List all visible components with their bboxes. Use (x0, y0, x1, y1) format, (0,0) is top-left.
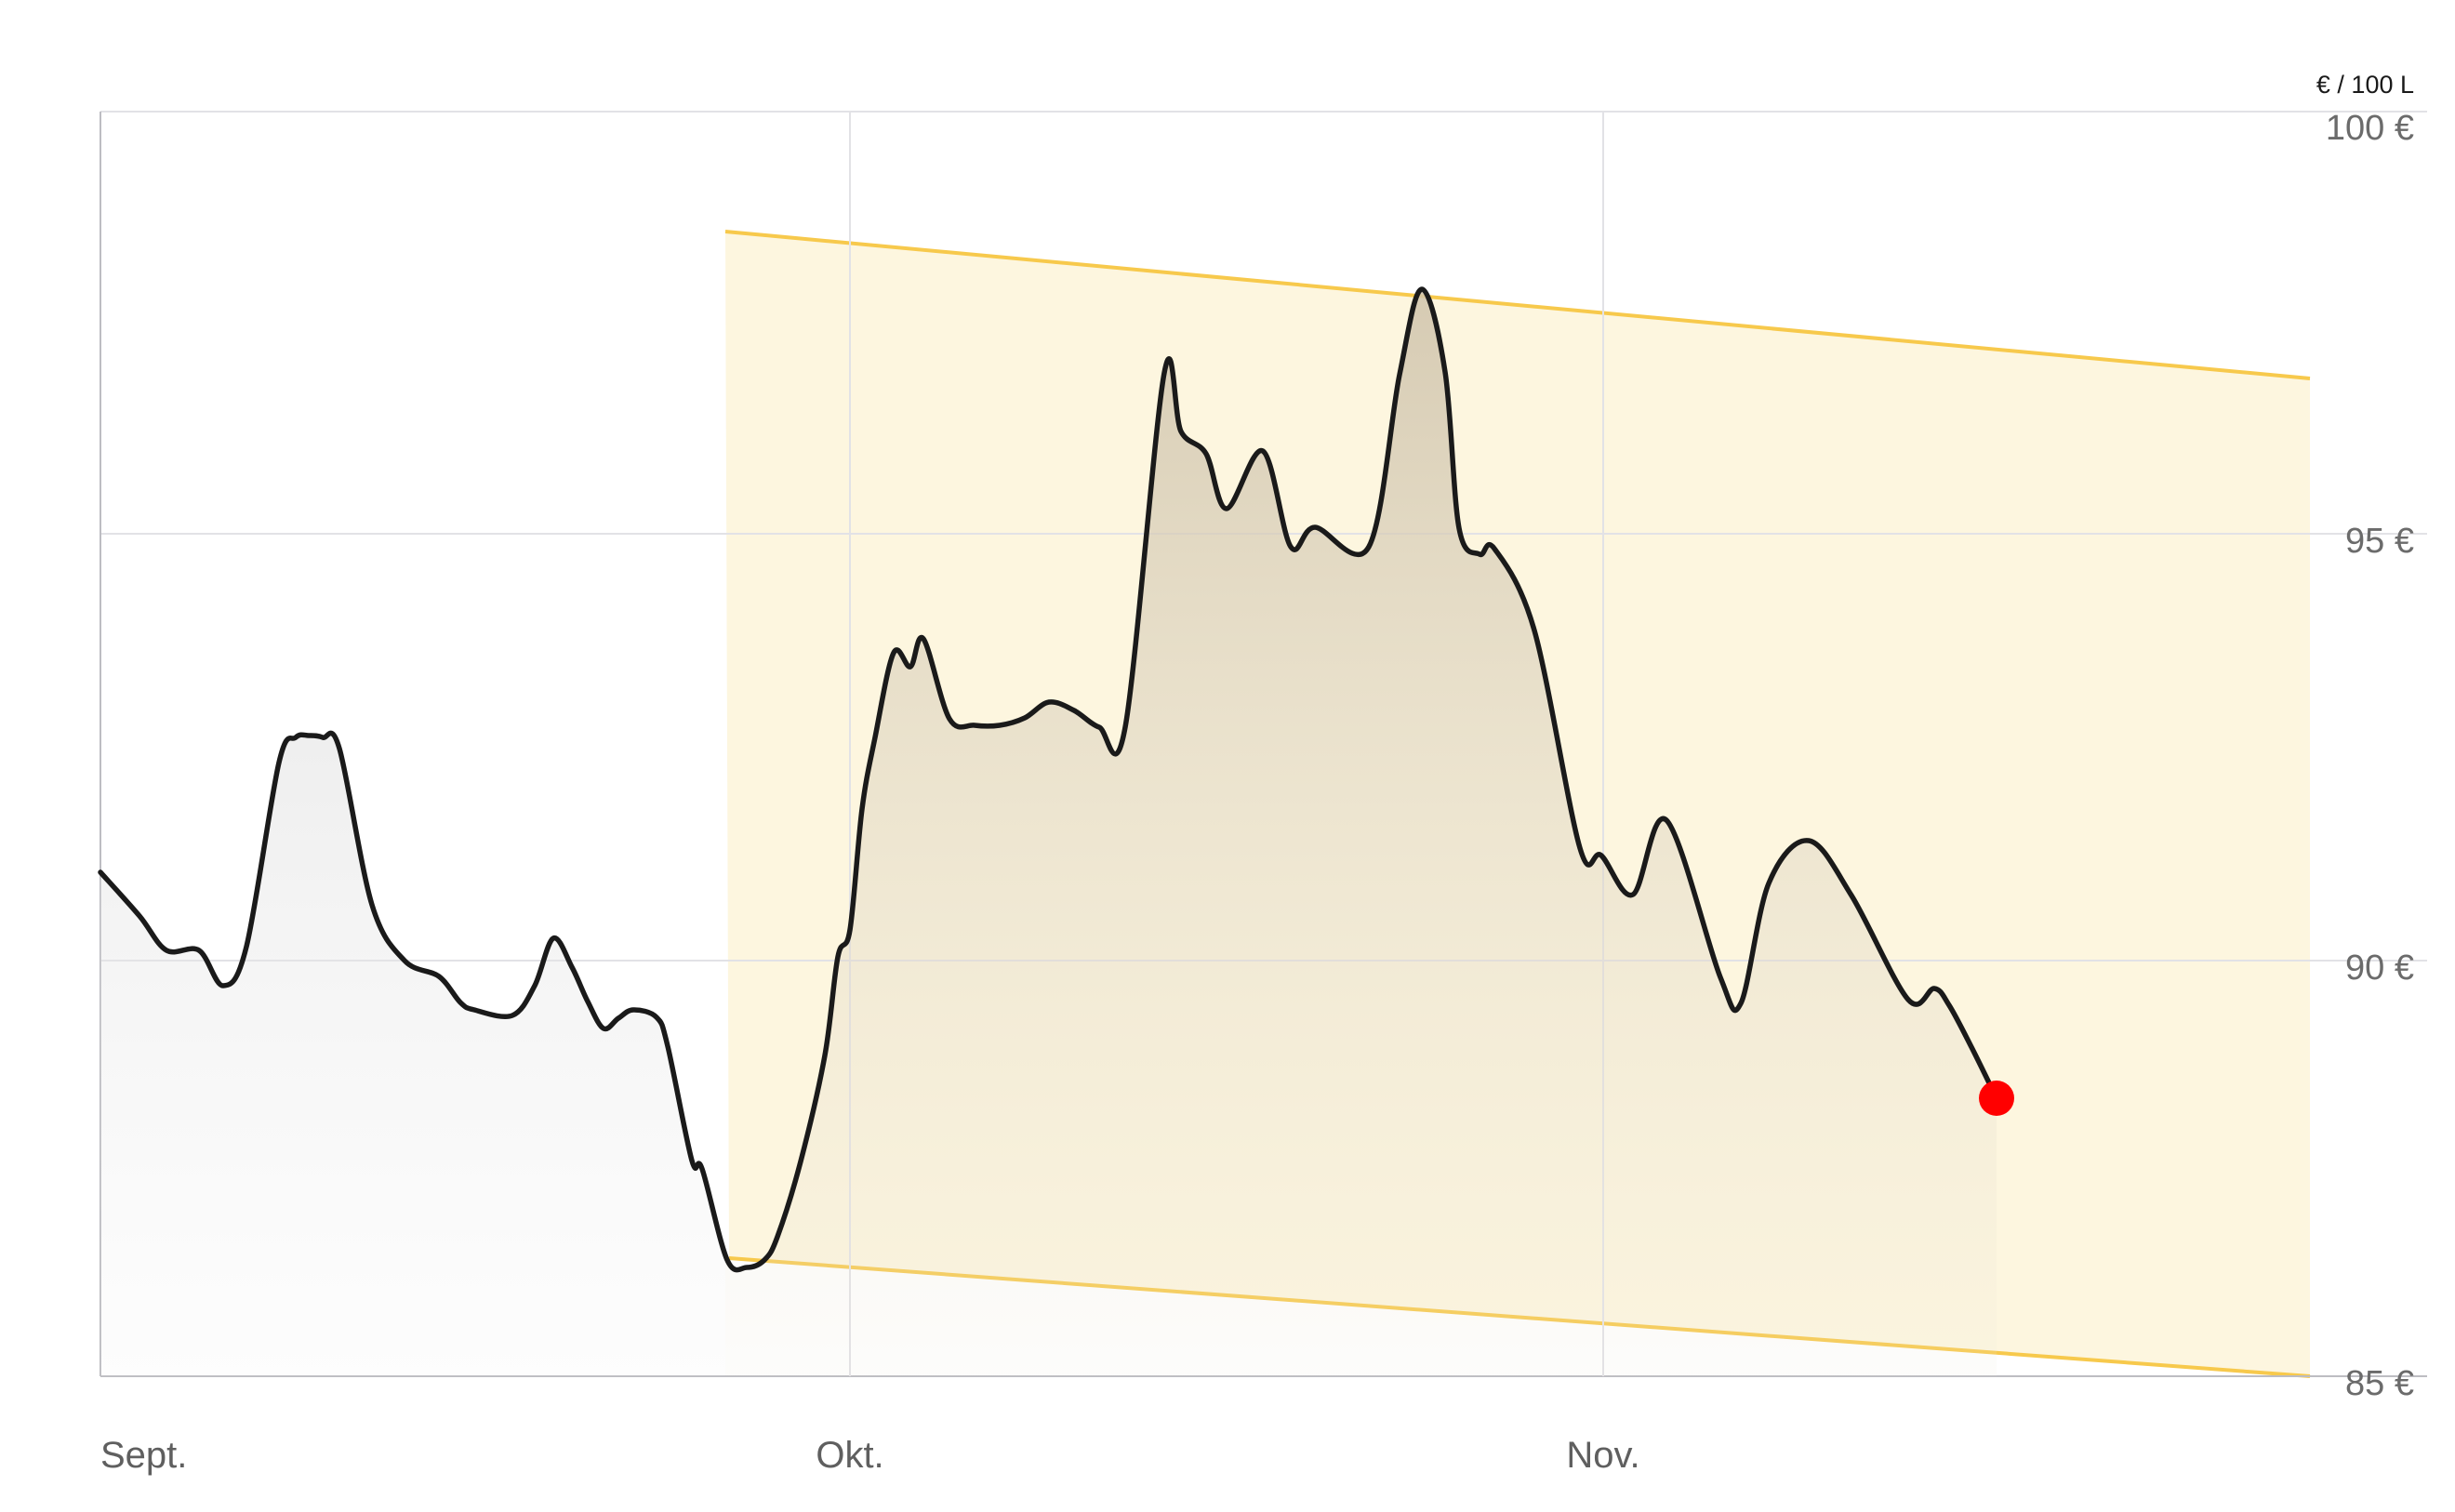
svg-text:Nov.: Nov. (1566, 1435, 1639, 1476)
svg-text:100 €: 100 € (2326, 109, 2414, 148)
svg-text:85 €: 85 € (2345, 1364, 2414, 1403)
svg-text:Okt.: Okt. (816, 1435, 883, 1476)
svg-text:90 €: 90 € (2345, 948, 2414, 988)
svg-text:Sept.: Sept. (100, 1435, 187, 1476)
svg-text:95 €: 95 € (2345, 522, 2414, 561)
svg-text:€ / 100 L: € / 100 L (2316, 71, 2414, 99)
